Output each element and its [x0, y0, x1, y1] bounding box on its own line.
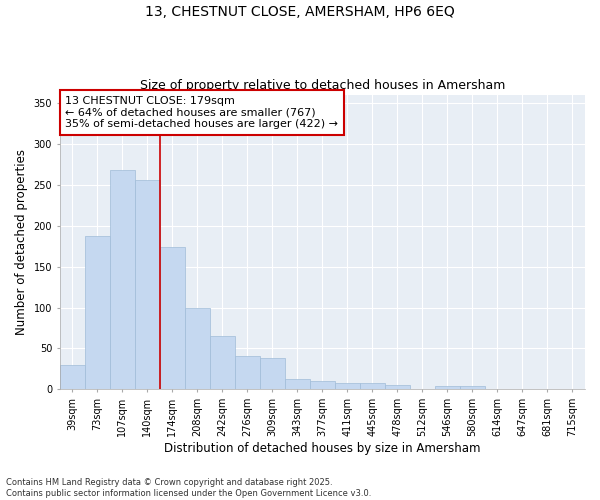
Bar — [160, 247, 185, 390]
Bar — [85, 236, 110, 390]
Bar — [535, 388, 560, 390]
Bar — [185, 308, 210, 390]
Bar — [385, 386, 410, 390]
Title: Size of property relative to detached houses in Amersham: Size of property relative to detached ho… — [140, 79, 505, 92]
Bar — [485, 388, 510, 390]
X-axis label: Distribution of detached houses by size in Amersham: Distribution of detached houses by size … — [164, 442, 481, 455]
Bar — [235, 356, 260, 390]
Text: 13, CHESTNUT CLOSE, AMERSHAM, HP6 6EQ: 13, CHESTNUT CLOSE, AMERSHAM, HP6 6EQ — [145, 5, 455, 19]
Text: 13 CHESTNUT CLOSE: 179sqm
← 64% of detached houses are smaller (767)
35% of semi: 13 CHESTNUT CLOSE: 179sqm ← 64% of detac… — [65, 96, 338, 129]
Bar — [135, 180, 160, 390]
Bar — [410, 388, 435, 390]
Bar — [560, 388, 585, 390]
Bar — [110, 170, 135, 390]
Bar — [460, 386, 485, 390]
Bar — [510, 388, 535, 390]
Bar — [335, 383, 360, 390]
Text: Contains HM Land Registry data © Crown copyright and database right 2025.
Contai: Contains HM Land Registry data © Crown c… — [6, 478, 371, 498]
Y-axis label: Number of detached properties: Number of detached properties — [15, 149, 28, 335]
Bar — [210, 336, 235, 390]
Bar — [285, 379, 310, 390]
Bar — [260, 358, 285, 390]
Bar — [360, 383, 385, 390]
Bar — [310, 381, 335, 390]
Bar — [60, 365, 85, 390]
Bar — [435, 386, 460, 390]
